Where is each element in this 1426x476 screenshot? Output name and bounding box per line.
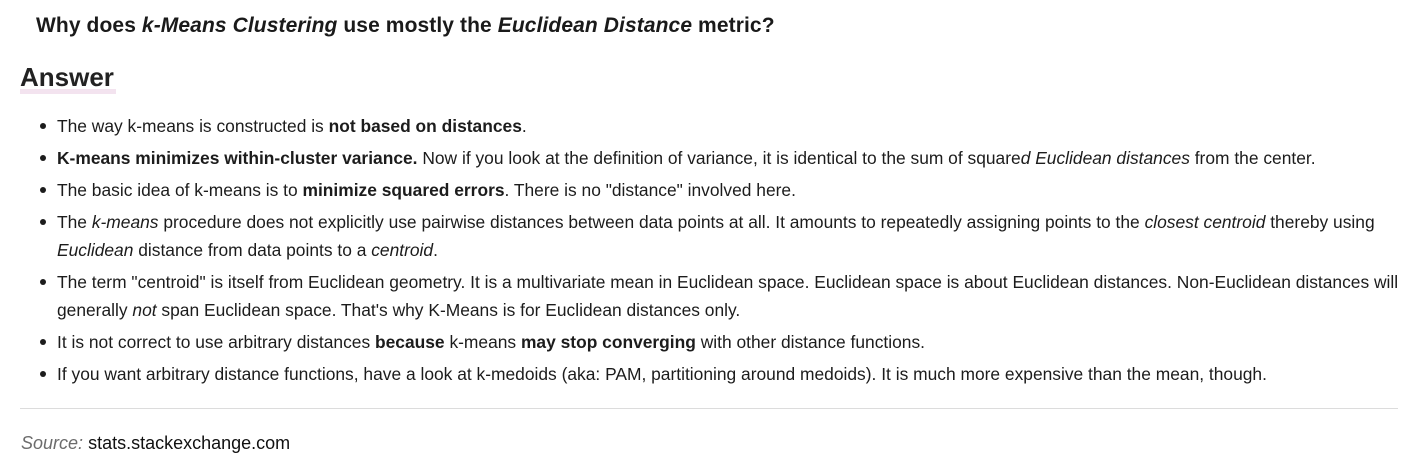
- source-value: stats.stackexchange.com: [88, 433, 291, 453]
- answer-4-text-4: distance from data points to a: [133, 240, 372, 260]
- answer-1-text-1: The way k-means is constructed is: [57, 116, 329, 136]
- answer-6-text-2: k-means: [444, 332, 521, 352]
- answer-7-text: If you want arbitrary distance functions…: [57, 364, 1267, 384]
- answer-list: The way k-means is constructed is not ba…: [38, 112, 1418, 392]
- section-divider: [20, 408, 1398, 409]
- question-term-kmeans: k-Means Clustering: [141, 14, 338, 37]
- answer-4-italic-1: k-means: [91, 212, 159, 232]
- answer-1-text-2: .: [521, 116, 527, 136]
- answer-2-italic: d Euclidean distances: [1020, 148, 1190, 168]
- answer-2-bold: K-means minimizes within-cluster varianc…: [57, 148, 418, 168]
- answer-heading-underline: [20, 89, 116, 94]
- question-term-euclidean: Euclidean Distance: [497, 14, 693, 37]
- question-text-3: metric?: [692, 14, 775, 37]
- answer-4-text-1: The: [57, 212, 92, 232]
- answer-item-4: The k-means procedure does not explicitl…: [38, 208, 1418, 264]
- answer-item-3: The basic idea of k-means is to minimize…: [38, 176, 1418, 204]
- answer-5-italic: not: [132, 300, 157, 320]
- answer-2-text-1: Now if you look at the definition of var…: [417, 148, 1021, 168]
- answer-4-italic-2: closest centroid: [1144, 212, 1266, 232]
- answer-heading: Answer: [20, 62, 114, 92]
- answer-5-text-1: The term "centroid" is itself from Eucli…: [57, 272, 1399, 320]
- answer-4-italic-4: centroid: [371, 240, 434, 260]
- answer-4-text-2: procedure does not explicitly use pairwi…: [158, 212, 1145, 232]
- answer-4-text-5: .: [433, 240, 438, 260]
- answer-3-text-2: . There is no "distance" involved here.: [504, 180, 796, 200]
- source-line: Source: stats.stackexchange.com: [21, 433, 290, 454]
- question-text-1: Why does: [36, 14, 142, 37]
- answer-6-text-3: with other distance functions.: [695, 332, 925, 352]
- answer-6-bold-2: may stop converging: [520, 332, 696, 352]
- source-label: Source:: [21, 433, 84, 453]
- answer-5-text-2: span Euclidean space. That's why K-Means…: [156, 300, 741, 320]
- answer-item-6: It is not correct to use arbitrary dista…: [38, 328, 1418, 356]
- answer-4-italic-3: Euclidean: [57, 240, 134, 260]
- question-text-2: use mostly the: [337, 14, 498, 37]
- answer-6-text-1: It is not correct to use arbitrary dista…: [57, 332, 375, 352]
- answer-item-7: If you want arbitrary distance functions…: [38, 360, 1418, 388]
- answer-3-text-1: The basic idea of k-means is to: [57, 180, 303, 200]
- answer-1-bold: not based on distances: [328, 116, 522, 136]
- answer-6-bold-1: because: [375, 332, 445, 352]
- answer-item-2: K-means minimizes within-cluster varianc…: [38, 144, 1418, 172]
- answer-item-5: The term "centroid" is itself from Eucli…: [38, 268, 1418, 324]
- question-title: Why does k-Means Clustering use mostly t…: [36, 14, 775, 38]
- answer-3-bold: minimize squared errors: [302, 180, 505, 200]
- answer-4-text-3: thereby using: [1265, 212, 1375, 232]
- answer-2-text-2: from the center.: [1189, 148, 1316, 168]
- answer-item-1: The way k-means is constructed is not ba…: [38, 112, 1418, 140]
